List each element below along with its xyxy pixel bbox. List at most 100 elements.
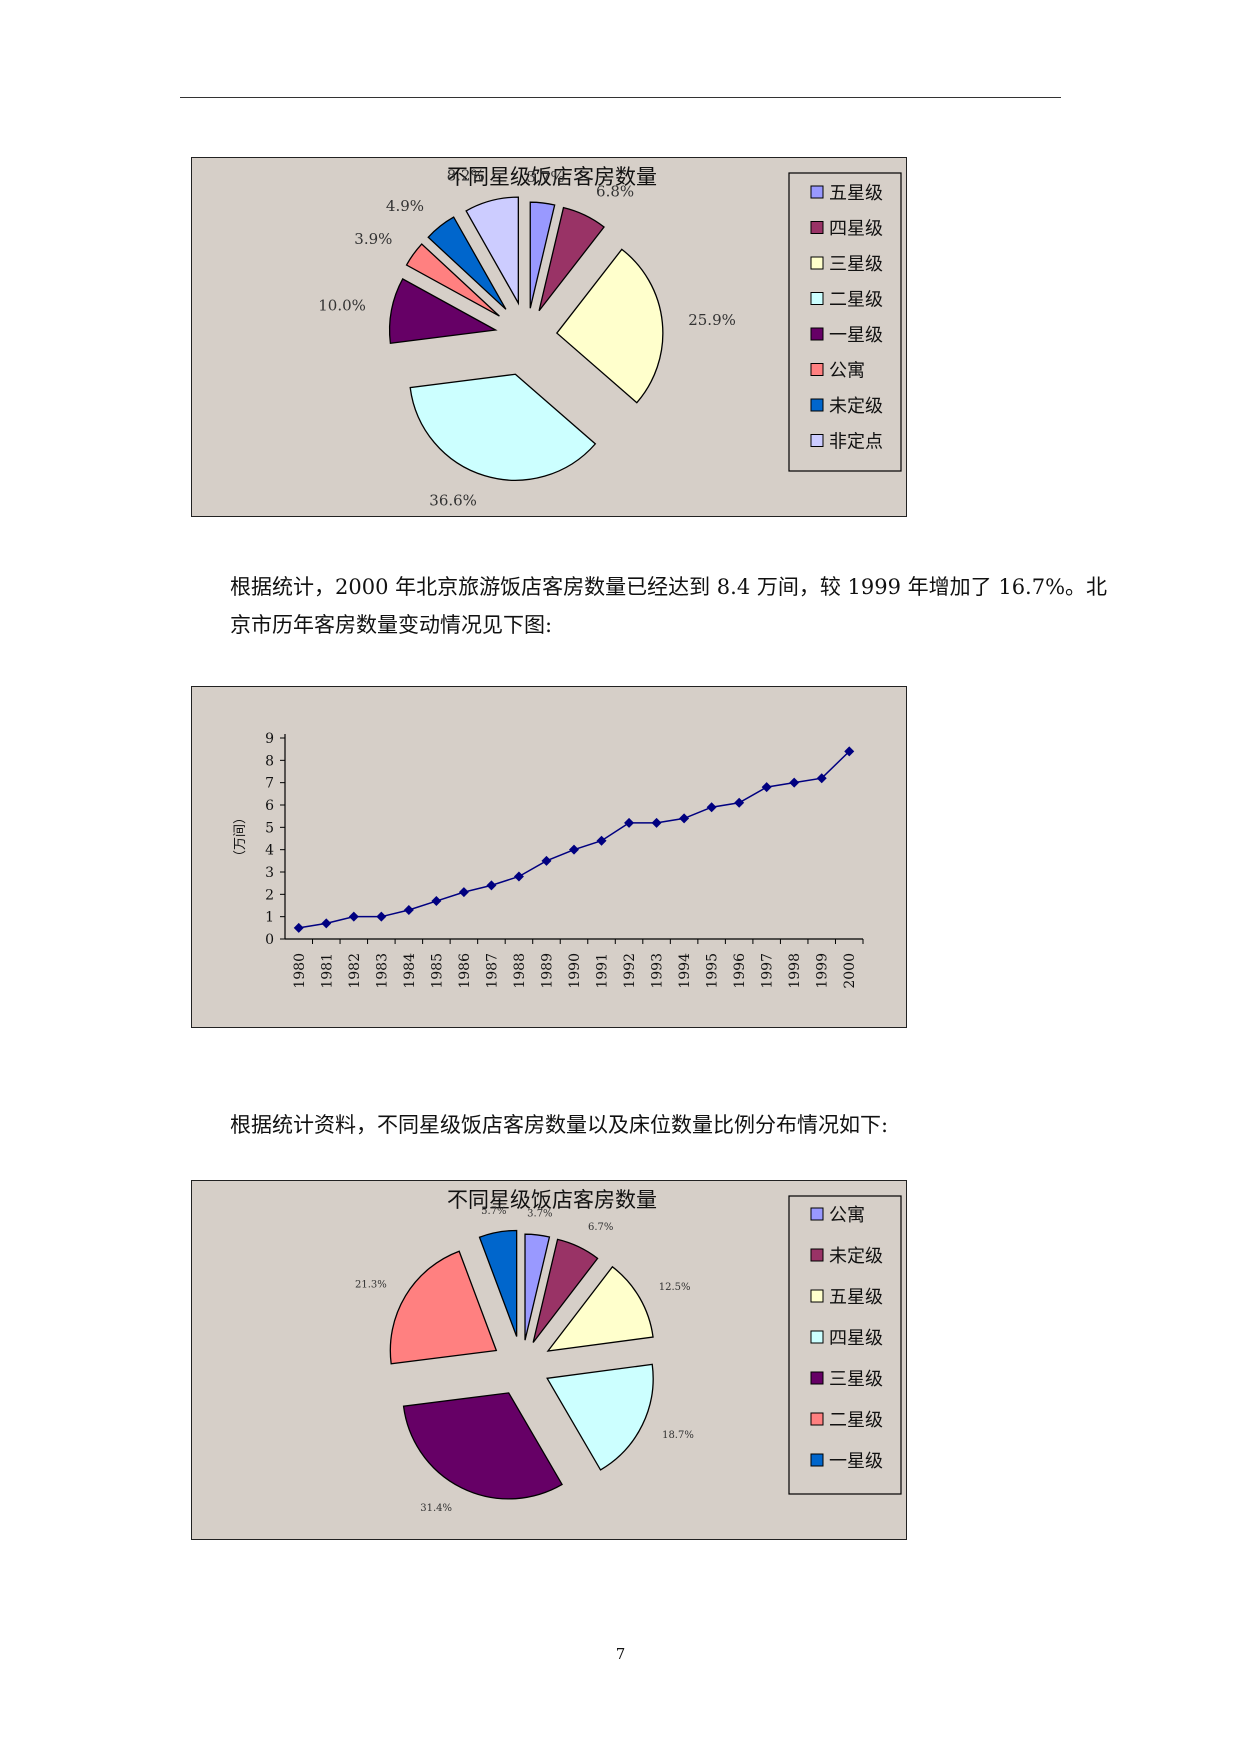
data-point [348,911,359,922]
pie-slice [388,278,498,345]
data-label: 5.7% [481,1206,506,1217]
data-point [844,746,855,757]
data-point [541,855,552,866]
legend-swatch [810,434,824,447]
pie-slice [524,1233,551,1341]
legend-swatch [810,363,824,376]
legend-box [788,1195,902,1495]
legend-entry: 三星级 [829,1369,883,1390]
data-point [789,777,800,788]
legend-swatch [810,1412,824,1426]
legend-swatch [810,1207,824,1221]
legend-entry: 四星级 [829,219,883,240]
x-tick-label: 1980 [292,953,308,989]
data-point [376,911,387,922]
x-tick-label: 1999 [815,953,831,989]
legend-entry: 未定级 [829,1246,883,1267]
data-point [651,817,662,828]
y-axis-label: （万间） [233,811,248,863]
pie-slice [529,201,556,309]
data-label: 18.7% [662,1430,694,1441]
data-point [569,844,579,855]
x-tick-label: 1984 [402,953,418,989]
y-tick-label: 7 [265,776,274,792]
x-tick-label: 1991 [595,953,611,989]
legend-entry: 五星级 [829,183,883,204]
data-point [458,887,469,898]
x-tick-label: 1985 [429,953,445,989]
x-tick-label: 2000 [842,953,858,989]
y-tick-label: 4 [265,843,274,859]
data-point [761,782,772,793]
y-tick-label: 9 [265,731,274,747]
x-tick-label: 1981 [319,953,335,989]
legend-entry: 一星级 [829,1451,883,1472]
data-label: 3.7% [527,1208,552,1219]
legend-swatch [810,327,824,341]
data-point [679,813,690,824]
data-point [706,802,717,813]
legend-box [788,172,902,472]
data-point [513,871,524,882]
data-point [596,835,607,846]
x-tick-label: 1998 [787,953,803,989]
pie-slice [478,1229,518,1337]
chart-title: 不同星级饭店客房数量 [447,165,657,189]
x-tick-label: 1996 [732,953,748,989]
pie-slice [546,1363,654,1471]
legend-entry: 三星级 [829,254,883,275]
data-point [734,797,745,808]
data-point [321,918,332,929]
pie-slice [389,1250,498,1365]
data-label: 21.3% [355,1280,387,1291]
x-tick-label: 1992 [622,953,638,989]
pie-slice [405,243,500,317]
legend-swatch [810,398,824,412]
pie-slice [546,1265,654,1352]
data-label: 25.9% [688,311,736,329]
legend-entry: 一星级 [829,325,883,346]
legend-entry: 二星级 [829,290,883,311]
y-tick-label: 6 [265,798,274,814]
legend-entry: 公寓 [829,1205,865,1226]
header-rule [180,97,1061,98]
data-label: 8.2% [447,166,485,184]
pie-slice [402,1392,563,1500]
legend-entry: 未定级 [829,396,883,417]
series-line [298,750,850,929]
pie-slice [532,1238,599,1343]
x-tick-label: 1982 [347,953,363,989]
legend-swatch [810,1289,824,1303]
data-point [403,904,414,915]
legend-entry: 四星级 [829,1328,883,1349]
x-tick-label: 1994 [677,953,693,989]
data-label: 36.6% [429,492,477,510]
legend-entry: 公寓 [829,361,865,382]
legend-swatch [810,185,824,199]
legend-swatch [810,256,824,270]
x-tick-label: 1993 [650,953,666,989]
x-tick-label: 1997 [760,953,776,989]
data-point [486,880,497,891]
line-chart-panel: 0 1 2 3 4 5 6 7 8 9 1980 1981 1982 1983 1984 1985 1986 19… [191,686,907,1028]
y-tick-label: 5 [265,820,274,836]
legend-swatch [810,1330,824,1344]
pie-slice [465,196,519,306]
page-number: 7 [615,1645,626,1663]
data-label: 3.9% [354,230,392,248]
data-point [431,896,442,907]
y-tick-label: 2 [265,887,274,903]
data-label: 3.7% [527,168,565,186]
paragraph-2: 根据统计资料，不同星级饭店客房数量以及床位数量比例分布情况如下: [230,1113,889,1137]
y-tick-label: 1 [265,910,274,926]
x-tick-label: 1983 [374,953,390,989]
line-chart: 0 1 2 3 4 5 6 7 8 9 1980 1981 1982 1983 1984 1985 1986 19… [233,731,864,989]
legend-swatch [810,292,824,305]
pie-slice [409,373,597,481]
pie-slice [538,206,605,312]
data-label: 31.4% [420,1503,452,1514]
x-tick-label: 1988 [512,953,528,989]
x-tick-label: 1987 [484,953,500,989]
